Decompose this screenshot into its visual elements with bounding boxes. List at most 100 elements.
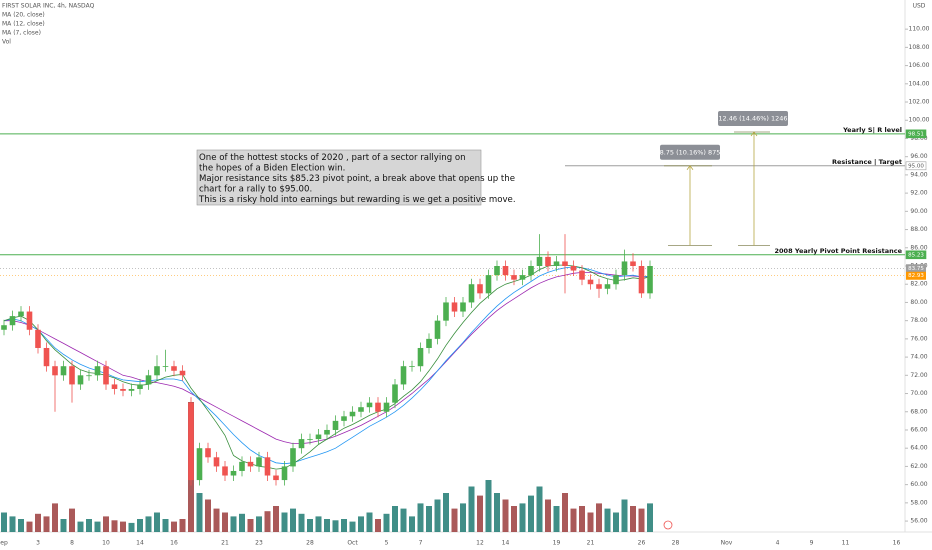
y-tick-label: 90.00: [910, 208, 927, 215]
indicator-label: MA (12, close): [2, 21, 45, 28]
volume-bar: [349, 521, 356, 532]
candle-body: [468, 284, 475, 303]
candle-body: [162, 366, 169, 368]
y-tick-label: 72.00: [910, 372, 927, 379]
candle-body: [154, 366, 160, 376]
volume-bar: [358, 516, 364, 532]
candle-body: [545, 256, 551, 266]
candle-body: [460, 302, 466, 312]
volume-bar: [451, 508, 458, 532]
x-tick-label: Oct: [347, 540, 358, 547]
candle-body: [179, 370, 186, 376]
y-tick-label: 70.00: [910, 390, 927, 397]
volume-bar: [35, 513, 41, 532]
candle-body: [315, 434, 322, 440]
volume-bar: [77, 521, 84, 532]
volume-bar: [26, 521, 33, 532]
candle-body: [375, 402, 381, 412]
candle-body: [485, 275, 492, 294]
candle-body: [128, 388, 135, 391]
currency: USD: [913, 3, 926, 10]
volume-bar: [213, 508, 220, 532]
candle-body: [647, 266, 653, 294]
candle-body: [35, 329, 41, 348]
price-box-label: 98.51: [908, 131, 924, 137]
candle-body: [120, 388, 126, 391]
note-box: [196, 149, 482, 206]
price-box-label: 83.75: [908, 266, 924, 272]
volume-bar: [1, 512, 7, 532]
y-tick-label: 86.00: [910, 244, 927, 251]
volume-bar: [417, 503, 424, 532]
candle-body: [604, 284, 611, 289]
candle-body: [392, 384, 398, 403]
candle-body: [273, 475, 279, 481]
candle-body: [417, 347, 424, 367]
candle-body: [519, 275, 526, 280]
candle-body: [596, 284, 602, 289]
volume-bar: [409, 516, 415, 532]
volume-bar: [52, 503, 58, 532]
candle-body: [451, 302, 458, 312]
x-tick-label: ep: [0, 540, 8, 547]
candle-body: [247, 461, 254, 467]
candle-body: [230, 470, 237, 476]
candle-body: [570, 266, 577, 271]
x-tick-label: 19: [553, 540, 561, 547]
x-tick-label: 3: [36, 540, 40, 547]
x-tick-label: 21: [587, 540, 595, 547]
price-box-label: 82.93: [908, 273, 924, 279]
candle-body: [400, 366, 407, 385]
ma-line: [3, 266, 651, 465]
y-tick-label: 78.00: [910, 317, 927, 324]
volume-bar: [570, 508, 577, 532]
candle-body: [264, 457, 271, 476]
volume-bar: [477, 495, 483, 532]
candle-body: [621, 261, 628, 276]
volume-bar: [460, 503, 466, 532]
y-tick-label: 82.00: [910, 281, 927, 288]
x-tick-label: 12: [476, 540, 484, 547]
x-tick-label: 4: [776, 540, 780, 547]
x-tick-label: 28: [306, 540, 314, 547]
y-tick-label: 64.00: [910, 445, 927, 452]
volume-bar: [562, 493, 568, 532]
x-tick-label: Nov: [721, 540, 733, 547]
volume-bar: [103, 516, 109, 532]
x-tick-label: 26: [638, 540, 646, 547]
candle-body: [43, 347, 50, 367]
candle-body: [222, 466, 228, 476]
candle-body: [188, 402, 194, 481]
volume-bar: [247, 519, 254, 532]
candle-body: [511, 275, 517, 280]
candle-body: [332, 420, 339, 430]
volume-bar: [536, 486, 543, 532]
candle-body: [324, 429, 330, 435]
volume-bar: [86, 519, 92, 532]
volume-bar: [256, 516, 262, 532]
volume-bar: [145, 516, 152, 532]
x-tick-label: 8: [70, 540, 74, 547]
y-tick-label: 62.00: [910, 463, 927, 470]
candle-body: [171, 366, 177, 371]
volume-bar: [69, 508, 75, 532]
earnings-icon[interactable]: [663, 520, 673, 530]
y-tick-label: 74.00: [910, 354, 927, 361]
level-label: Resistance | Target: [832, 158, 902, 167]
candle-body: [383, 402, 390, 412]
y-tick-label: 76.00: [910, 335, 927, 342]
volume-bar: [400, 508, 407, 532]
volume-bar: [230, 516, 237, 532]
level-label: Yearly S| R level: [842, 126, 902, 135]
volume-bar: [341, 519, 347, 532]
level-label: 2008 Yearly Pivot Point Resistance: [775, 247, 903, 255]
volume-bar: [511, 506, 517, 532]
candle-body: [562, 261, 568, 266]
y-tick-label: 102.00: [909, 99, 930, 106]
note-line: chart for a rally to $95.00.: [199, 185, 312, 195]
volume-bar: [468, 486, 475, 532]
volume-bar: [485, 480, 492, 532]
y-tick-label: 100.00: [909, 117, 930, 124]
volume-bar: [205, 499, 211, 532]
price-box-label: 95.00: [908, 163, 924, 169]
